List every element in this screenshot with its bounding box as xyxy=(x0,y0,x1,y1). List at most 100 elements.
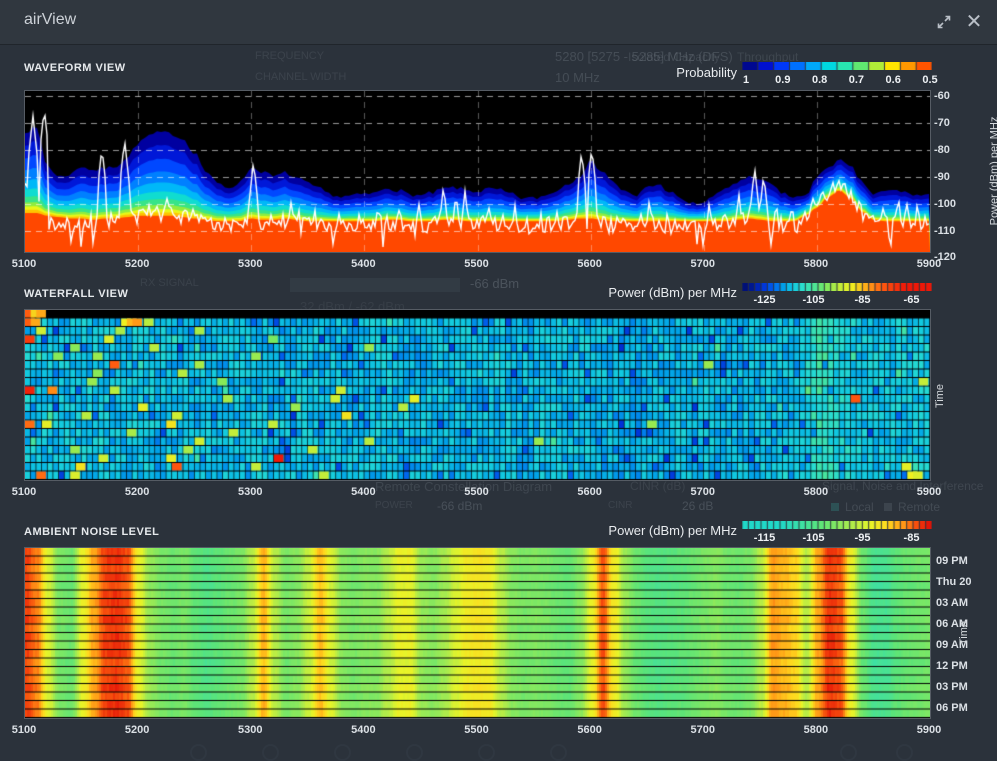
freq-tick-label: 5700 xyxy=(691,258,715,270)
time-tick-label: 09 PM xyxy=(936,555,968,567)
background-icon xyxy=(840,744,857,761)
time-tick-label: 03 PM xyxy=(936,681,968,693)
power-tick-label: -100 xyxy=(934,198,956,210)
ambient-x-axis: 5100 5200 5300 5400 5500 5600 5700 5800 5900 xyxy=(0,724,997,738)
legend-tick-label: -65 xyxy=(904,294,920,306)
power-tick-label: -110 xyxy=(934,225,955,237)
freq-tick-label: 5500 xyxy=(464,724,488,736)
titlebar: airView ✕ xyxy=(0,0,997,45)
waterfall-legend-ticks: -125 -105 -85 -65 xyxy=(740,294,936,306)
background-icon xyxy=(334,744,351,761)
window-title: airView xyxy=(24,11,76,29)
background-icon xyxy=(406,744,423,761)
background-shape xyxy=(831,503,839,511)
waterfall-legend-label: Power (dBm) per MHz xyxy=(537,285,737,300)
background-icon xyxy=(262,744,279,761)
time-tick-label: 06 PM xyxy=(936,702,968,714)
freq-tick-label: 5700 xyxy=(691,486,715,498)
freq-tick-label: 5900 xyxy=(917,724,941,736)
freq-tick-label: 5100 xyxy=(12,258,36,270)
time-tick-label: Thu 20 xyxy=(936,576,971,588)
waveform-y-axis-label: Power (dBm) per MHz xyxy=(988,117,997,226)
background-icon xyxy=(896,744,913,761)
probability-legend-ticks: 1 0.9 0.8 0.7 0.6 0.5 xyxy=(740,74,936,86)
waterfall-title: WATERFALL VIEW xyxy=(24,288,128,300)
legend-tick-label: 1 xyxy=(743,74,749,86)
waterfall-chart xyxy=(24,309,931,481)
freq-tick-label: 5300 xyxy=(238,258,262,270)
background-text: -66 dBm xyxy=(437,499,482,513)
freq-tick-label: 5400 xyxy=(351,258,375,270)
freq-tick-label: 5700 xyxy=(691,724,715,736)
freq-tick-label: 5800 xyxy=(804,258,828,270)
legend-tick-label: -105 xyxy=(802,532,824,544)
legend-tick-label: 0.8 xyxy=(812,74,827,86)
freq-tick-label: 5400 xyxy=(351,486,375,498)
waveform-legend-label: Probability xyxy=(537,65,737,80)
background-text: Isolated Capacity xyxy=(628,50,720,64)
legend-tick-label: 0.9 xyxy=(775,74,790,86)
waveform-chart xyxy=(24,90,931,253)
expand-icon[interactable] xyxy=(933,11,955,33)
waveform-title: WAVEFORM VIEW xyxy=(24,62,126,74)
time-tick-label: 12 PM xyxy=(936,660,968,672)
background-text: POWER xyxy=(375,500,413,511)
background-text: Remote xyxy=(898,500,940,514)
freq-tick-label: 5800 xyxy=(804,486,828,498)
background-text: FREQUENCY xyxy=(255,50,324,62)
freq-tick-label: 5100 xyxy=(12,486,36,498)
legend-tick-label: -85 xyxy=(855,294,871,306)
power-tick-label: -90 xyxy=(934,171,950,183)
freq-tick-label: 5900 xyxy=(917,258,941,270)
power-tick-label: -70 xyxy=(934,117,950,129)
time-tick-label: 03 AM xyxy=(936,597,968,609)
ambient-y-axis-label: Time xyxy=(958,621,970,645)
legend-tick-label: -95 xyxy=(855,532,871,544)
freq-tick-label: 5600 xyxy=(577,486,601,498)
background-icon xyxy=(190,744,207,761)
probability-legend-bar xyxy=(742,62,932,70)
ambient-legend-label: Power (dBm) per MHz xyxy=(537,523,737,538)
freq-tick-label: 5200 xyxy=(125,724,149,736)
ambient-legend-bar xyxy=(742,521,932,529)
freq-tick-label: 5200 xyxy=(125,258,149,270)
legend-tick-label: 0.7 xyxy=(849,74,864,86)
freq-tick-label: 5300 xyxy=(238,486,262,498)
background-text: 5280 [5275 - 5285] MHz (DFS) xyxy=(555,49,733,64)
background-shape xyxy=(884,503,892,511)
waveform-x-axis: 5100 5200 5300 5400 5500 5600 5700 5800 5900 xyxy=(0,258,997,272)
waterfall-y-axis-label: Time xyxy=(934,384,946,408)
freq-tick-label: 5800 xyxy=(804,724,828,736)
ambient-title: AMBIENT NOISE LEVEL xyxy=(24,526,159,538)
ambient-legend-ticks: -115 -105 -95 -85 xyxy=(740,532,936,544)
waterfall-legend-bar xyxy=(742,283,932,291)
background-icon xyxy=(550,744,567,761)
background-text: CHANNEL WIDTH xyxy=(255,71,346,83)
freq-tick-label: 5600 xyxy=(577,258,601,270)
legend-tick-label: 0.6 xyxy=(886,74,901,86)
freq-tick-label: 5500 xyxy=(464,258,488,270)
background-text: 26 dB xyxy=(682,499,713,513)
legend-tick-label: -105 xyxy=(802,294,824,306)
freq-tick-label: 5900 xyxy=(917,486,941,498)
background-text: CINR xyxy=(608,500,632,511)
legend-tick-label: 0.5 xyxy=(922,74,937,86)
freq-tick-label: 5100 xyxy=(12,724,36,736)
legend-tick-label: -85 xyxy=(904,532,920,544)
background-icon xyxy=(478,744,495,761)
freq-tick-label: 5300 xyxy=(238,724,262,736)
background-text: RX SIGNAL xyxy=(140,277,199,289)
freq-tick-label: 5200 xyxy=(125,486,149,498)
freq-tick-label: 5600 xyxy=(577,724,601,736)
close-icon[interactable]: ✕ xyxy=(963,11,985,33)
legend-tick-label: -125 xyxy=(753,294,775,306)
background-text: -66 dBm xyxy=(470,276,519,291)
background-text: Local xyxy=(845,500,874,514)
freq-tick-label: 5400 xyxy=(351,724,375,736)
background-shape xyxy=(290,278,460,292)
airview-modal: FREQUENCY 5280 [5275 - 5285] MHz (DFS) CHA… xyxy=(0,0,997,761)
power-tick-label: -60 xyxy=(934,90,950,102)
waterfall-x-axis: 510052005300540055005600570058005900 xyxy=(0,486,997,500)
power-tick-label: -80 xyxy=(934,144,950,156)
legend-tick-label: -115 xyxy=(754,532,775,544)
